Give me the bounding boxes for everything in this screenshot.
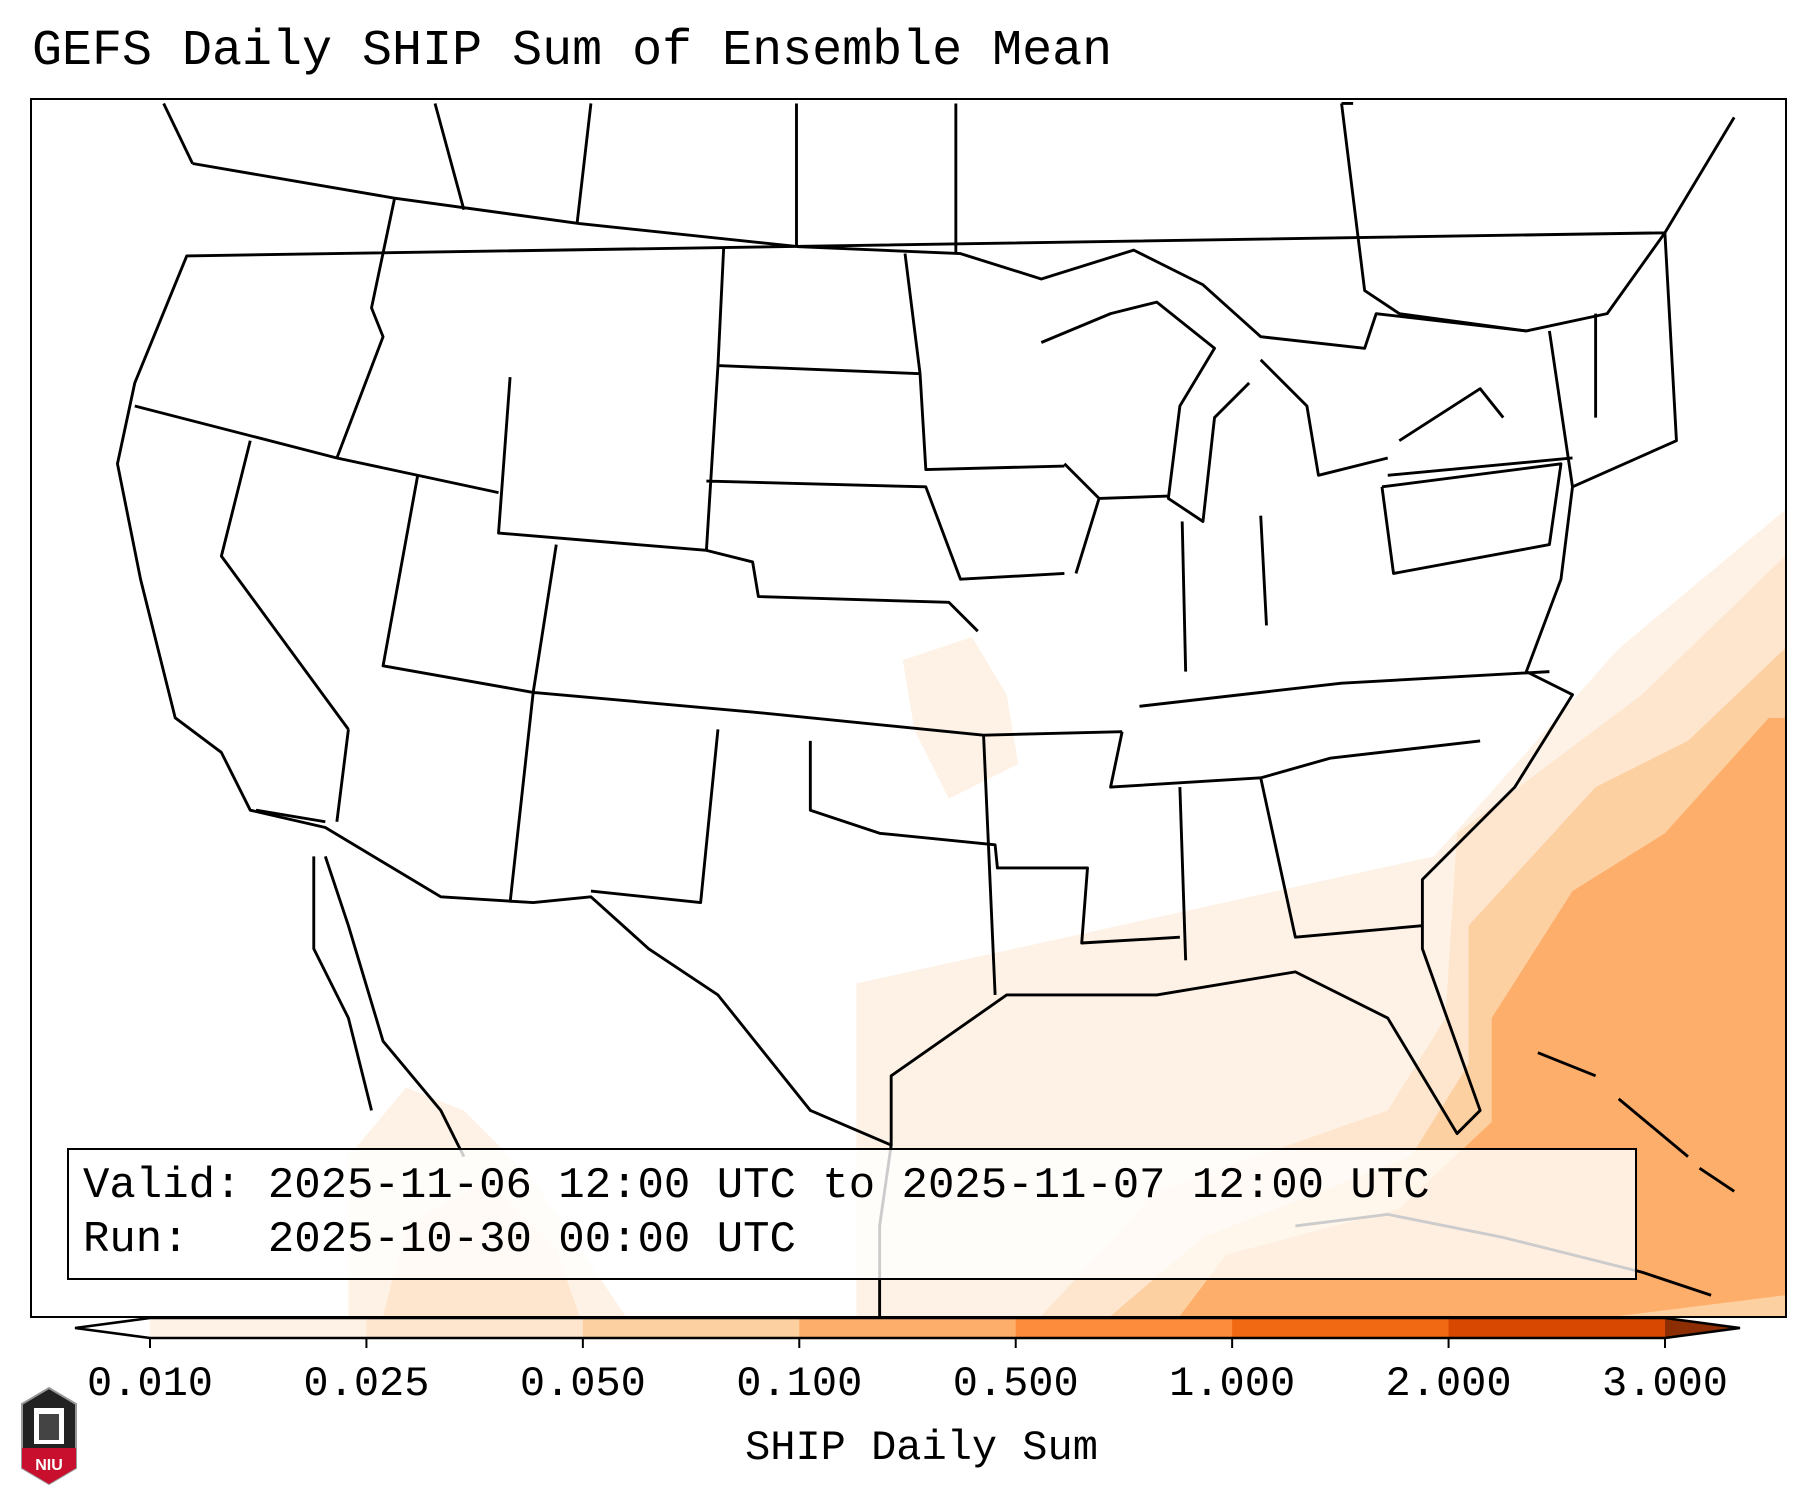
colorbar-segment <box>1232 1318 1450 1338</box>
colorbar-segment <box>582 1318 800 1338</box>
great-lakes <box>1040 300 1505 523</box>
colorbar-tick-label: 0.500 <box>952 1360 1079 1408</box>
colorbar-tick-label: 0.010 <box>86 1360 214 1408</box>
colorbar-label: SHIP Daily Sum <box>745 1424 1098 1472</box>
conus-outline <box>116 116 1736 1147</box>
run-row: Run: 2025-10-30 00:00 UTC <box>83 1218 796 1262</box>
valid-label: Valid: <box>83 1161 242 1211</box>
map <box>30 98 1787 1318</box>
colorbar-segment <box>799 1318 1017 1338</box>
shading-lightest-plains <box>902 636 1019 799</box>
svg-text:NIU: NIU <box>35 1457 63 1474</box>
colorbar-segment <box>150 1318 367 1338</box>
map-svg <box>116 102 1785 1316</box>
colorbar-tick-label: 1.000 <box>1169 1360 1296 1408</box>
niu-logo: NIU <box>21 1386 77 1486</box>
colorbar-segment <box>1448 1318 1666 1338</box>
colorbar-segment <box>1015 1318 1233 1338</box>
run-label: Run: <box>83 1215 189 1265</box>
colorbar-tick-label: 0.100 <box>736 1360 863 1408</box>
colorbar-tick-label: 3.000 <box>1601 1360 1729 1408</box>
colorbar <box>74 1316 1741 1348</box>
canada-border <box>162 102 1527 333</box>
valid-row: Valid: 2025-11-06 12:00 UTC to 2025-11-0… <box>83 1164 1430 1208</box>
boundaries <box>116 102 1736 1316</box>
colorbar-tick-label: 2.000 <box>1385 1360 1512 1408</box>
colorbar-tick-label: 0.025 <box>303 1360 430 1408</box>
valid-value: 2025-11-06 12:00 UTC to 2025-11-07 12:00… <box>267 1161 1430 1211</box>
colorbar-under-extension <box>75 1318 150 1338</box>
colorbar-segment <box>366 1318 584 1338</box>
plot-title: GEFS Daily SHIP Sum of Ensemble Mean <box>32 23 1113 80</box>
colorbar-tick-label: 0.050 <box>519 1360 646 1408</box>
run-value: 2025-10-30 00:00 UTC <box>267 1215 796 1265</box>
state-lines <box>134 197 1598 996</box>
validity-info-box: Valid: 2025-11-06 12:00 UTC to 2025-11-0… <box>67 1148 1637 1280</box>
colorbar-over-extension <box>1665 1318 1740 1338</box>
